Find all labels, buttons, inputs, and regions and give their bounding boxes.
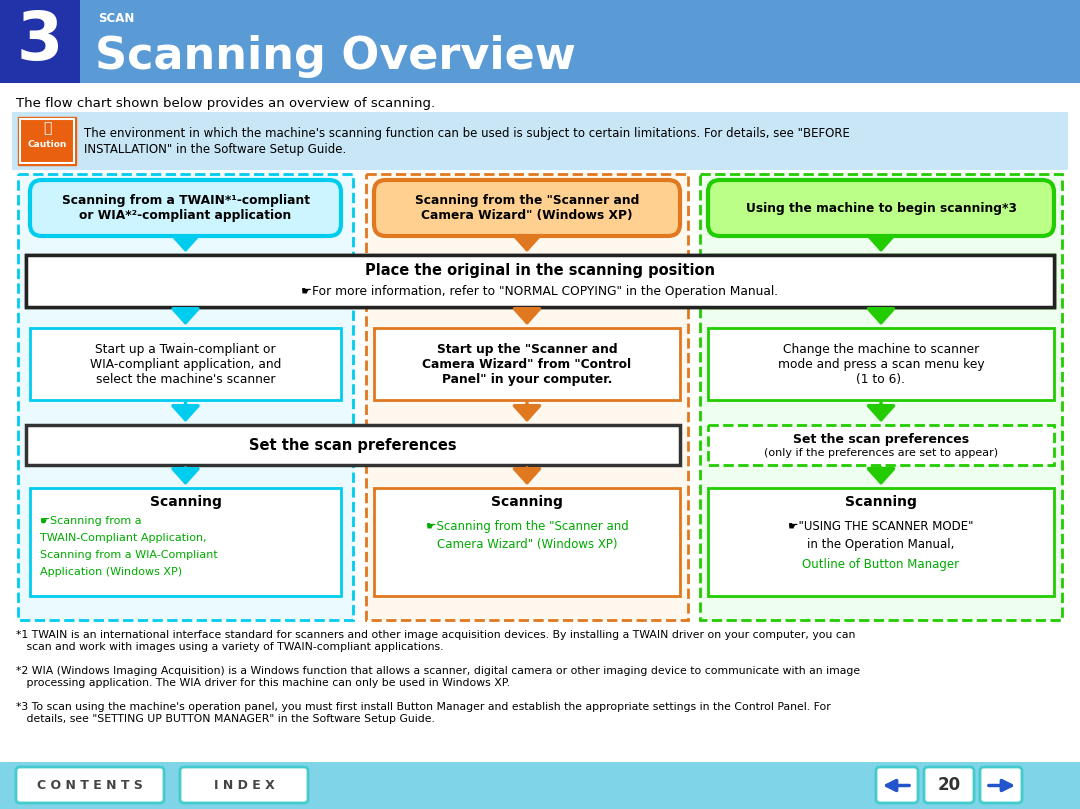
Text: Scanning: Scanning [491,495,563,509]
Text: INSTALLATION" in the Software Setup Guide.: INSTALLATION" in the Software Setup Guid… [84,143,347,156]
Bar [0,762,1080,809]
Text: I N D E X: I N D E X [214,779,274,792]
Bar [0,0,80,83]
FancyBboxPatch shape [876,767,918,803]
Text: 3: 3 [17,8,63,74]
Text: Scanning from a TWAIN*¹-compliant
or WIA*²-compliant application: Scanning from a TWAIN*¹-compliant or WIA… [62,194,310,222]
FancyBboxPatch shape [16,767,164,803]
Bar [26,255,1054,307]
Text: Scanning from a WIA-Compliant: Scanning from a WIA-Compliant [40,550,218,560]
Bar [30,328,341,400]
Bar [708,488,1054,596]
Bar [708,255,1054,307]
Text: Application (Windows XP): Application (Windows XP) [40,567,183,577]
Bar [18,117,76,165]
Text: (only if the preferences are set to appear): (only if the preferences are set to appe… [764,448,998,458]
Bar [21,119,75,163]
Bar [26,255,1054,307]
FancyBboxPatch shape [980,767,1022,803]
Text: ☛Scanning from a: ☛Scanning from a [40,516,141,526]
Bar [374,328,680,400]
Text: details, see "SETTING UP BUTTON MANAGER" in the Software Setup Guide.: details, see "SETTING UP BUTTON MANAGER"… [16,714,435,724]
Text: scan and work with images using a variety of TWAIN-compliant applications.: scan and work with images using a variet… [16,642,444,652]
Text: in the Operation Manual,: in the Operation Manual, [808,538,955,551]
FancyBboxPatch shape [924,767,974,803]
Text: ☛Scanning from the "Scanner and: ☛Scanning from the "Scanner and [426,520,629,533]
Bar [708,425,1054,465]
FancyBboxPatch shape [708,180,1054,236]
Bar [26,425,680,465]
Text: Change the machine to scanner
mode and press a scan menu key
(1 to 6).: Change the machine to scanner mode and p… [778,342,984,386]
Bar [366,174,688,620]
Text: *2 WIA (Windows Imaging Acquisition) is a Windows function that allows a scanner: *2 WIA (Windows Imaging Acquisition) is … [16,666,860,676]
FancyBboxPatch shape [374,180,680,236]
Bar [700,174,1062,620]
Text: Start up a Twain-compliant or
WIA-compliant application, and
select the machine': Start up a Twain-compliant or WIA-compli… [90,342,281,386]
Bar [374,488,680,596]
Text: ⓘ: ⓘ [43,121,51,135]
Text: Camera Wizard" (Windows XP): Camera Wizard" (Windows XP) [436,538,618,551]
Text: Outline of Button Manager: Outline of Button Manager [802,558,959,571]
Text: Scanning: Scanning [149,495,221,509]
FancyBboxPatch shape [180,767,308,803]
Text: Start up the "Scanner and
Camera Wizard" from "Control
Panel" in your computer.: Start up the "Scanner and Camera Wizard"… [422,342,632,386]
Bar [12,112,1068,170]
Text: Scanning: Scanning [845,495,917,509]
Text: C O N T E N T S: C O N T E N T S [37,779,143,792]
Text: The flow chart shown below provides an overview of scanning.: The flow chart shown below provides an o… [16,97,435,110]
FancyBboxPatch shape [30,180,341,236]
Bar [708,328,1054,400]
Text: ☛For more information, refer to "NORMAL COPYING" in the Operation Manual.: ☛For more information, refer to "NORMAL … [301,285,779,298]
Text: Caution: Caution [27,139,67,149]
Text: Set the scan preferences: Set the scan preferences [249,438,457,452]
Text: processing application. The WIA driver for this machine can only be used in Wind: processing application. The WIA driver f… [16,678,510,688]
Text: *3 To scan using the machine's operation panel, you must first install Button Ma: *3 To scan using the machine's operation… [16,702,831,712]
Text: TWAIN-Compliant Application,: TWAIN-Compliant Application, [40,533,206,543]
Text: The environment in which the machine's scanning function can be used is subject : The environment in which the machine's s… [84,127,850,140]
Text: ☛"USING THE SCANNER MODE": ☛"USING THE SCANNER MODE" [788,520,974,533]
Text: Scanning Overview: Scanning Overview [95,35,576,78]
Text: Set the scan preferences: Set the scan preferences [793,433,969,446]
Text: Place the original in the scanning position: Place the original in the scanning posit… [365,264,715,278]
Text: SCAN: SCAN [98,11,134,24]
Bar [0,0,1080,83]
Text: Scanning from the "Scanner and
Camera Wizard" (Windows XP): Scanning from the "Scanner and Camera Wi… [415,194,639,222]
Text: 20: 20 [937,777,960,794]
Text: *1 TWAIN is an international interface standard for scanners and other image acq: *1 TWAIN is an international interface s… [16,630,855,640]
Text: Using the machine to begin scanning*3: Using the machine to begin scanning*3 [745,201,1016,214]
Bar [30,488,341,596]
Bar [18,174,353,620]
